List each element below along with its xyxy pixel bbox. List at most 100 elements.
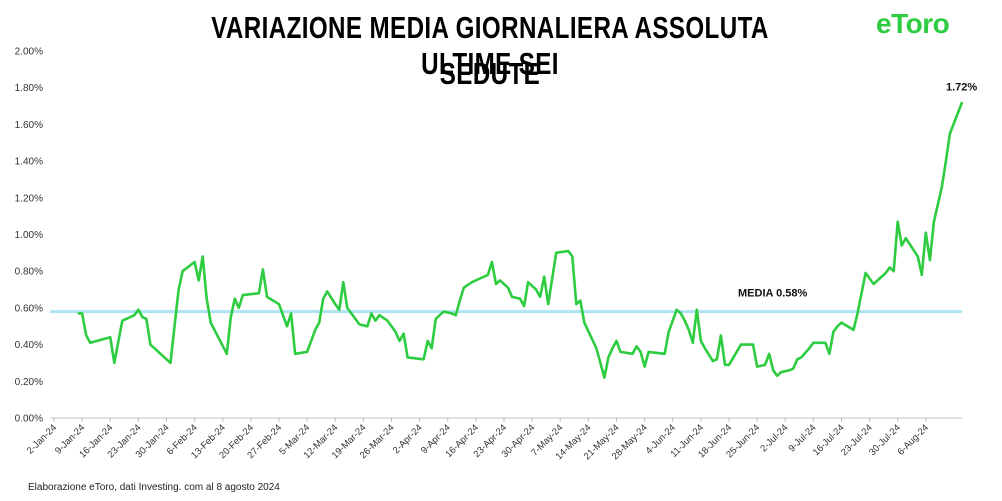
data-point — [487, 274, 489, 276]
data-point — [511, 296, 513, 298]
mean-label: MEDIA 0.58% — [738, 288, 808, 300]
data-point — [619, 351, 622, 353]
data-point — [266, 296, 268, 298]
data-point — [242, 294, 244, 296]
data-point — [430, 347, 433, 350]
data-point — [792, 367, 795, 370]
data-point — [209, 321, 212, 324]
data-point — [808, 347, 811, 350]
data-point — [905, 237, 907, 239]
data-point — [917, 255, 919, 258]
data-point — [864, 272, 867, 274]
data-point — [667, 331, 670, 333]
data-point — [205, 297, 208, 300]
data-point — [535, 288, 537, 291]
y-tick-label: 2.00% — [15, 47, 43, 58]
data-point — [451, 312, 453, 315]
etoro-logo: eToro — [876, 8, 950, 39]
data-point — [579, 299, 582, 302]
data-point — [81, 312, 83, 315]
data-point — [547, 303, 549, 306]
data-point — [258, 292, 260, 295]
y-tick-label: 0.80% — [15, 267, 43, 278]
data-point — [852, 329, 855, 331]
data-point — [230, 316, 232, 318]
data-point — [933, 220, 935, 223]
end-value-label: 1.72% — [946, 81, 977, 93]
data-point — [406, 356, 409, 359]
data-point — [828, 353, 831, 355]
data-point — [796, 358, 799, 361]
data-point — [366, 325, 369, 328]
data-point — [77, 312, 79, 315]
chart-title-line2: SEDUTE — [439, 56, 541, 91]
data-point — [326, 290, 329, 293]
data-point — [756, 365, 758, 368]
chart-title: VARIAZIONE MEDIA GIORNALIERA ASSOLUTA UL… — [211, 10, 769, 81]
data-point — [459, 299, 461, 302]
data-point — [776, 375, 778, 377]
data-point — [422, 358, 425, 361]
data-point — [800, 356, 803, 359]
data-point — [499, 279, 501, 282]
data-point — [145, 318, 148, 320]
data-point — [571, 255, 574, 258]
data-point — [338, 308, 341, 311]
data-point — [704, 347, 706, 350]
data-point — [358, 323, 361, 326]
data-point — [378, 314, 381, 317]
data-point — [764, 364, 766, 366]
data-point — [523, 305, 525, 307]
data-point — [322, 297, 325, 300]
data-point — [201, 255, 204, 258]
data-point — [133, 314, 136, 317]
data-point — [635, 345, 638, 348]
data-point — [647, 351, 650, 353]
x-axis-labels: 2-Jan-249-Jan-2416-Jan-2423-Jan-2430-Jan… — [25, 418, 931, 462]
data-point — [543, 275, 545, 278]
data-point — [780, 371, 782, 373]
data-point — [290, 312, 292, 315]
data-point — [539, 296, 541, 298]
data-point — [567, 250, 570, 252]
data-point — [945, 160, 947, 162]
x-tick-label: 2-Jan-24 — [25, 422, 59, 456]
data-point — [334, 303, 337, 306]
data-point — [772, 369, 774, 372]
data-point — [788, 369, 790, 372]
data-point — [426, 340, 429, 342]
data-point — [595, 347, 598, 350]
data-point — [688, 329, 690, 331]
data-point — [639, 351, 642, 353]
data-point — [724, 364, 726, 366]
data-points — [77, 101, 963, 379]
data-point — [314, 329, 317, 331]
data-point — [607, 356, 610, 359]
y-tick-label: 0.40% — [15, 340, 43, 351]
data-point — [740, 343, 742, 346]
data-point — [555, 252, 557, 254]
x-tick-label: 2-Jul-24 — [758, 422, 790, 454]
data-point — [141, 316, 144, 318]
data-point — [394, 331, 397, 333]
data-point — [575, 303, 578, 306]
data-point — [479, 277, 481, 280]
data-point — [856, 312, 859, 315]
data-point — [700, 340, 702, 342]
data-point — [463, 286, 465, 289]
data-point — [872, 283, 875, 285]
data-point — [173, 325, 176, 328]
series-line — [78, 101, 964, 379]
data-point — [495, 283, 497, 285]
data-point — [836, 325, 839, 328]
data-point — [181, 270, 184, 273]
data-point — [238, 307, 240, 309]
data-point — [455, 314, 457, 317]
data-point — [370, 312, 373, 315]
data-point — [398, 340, 401, 342]
data-point — [611, 347, 614, 350]
data-point — [286, 325, 288, 328]
data-point — [89, 342, 91, 344]
data-point — [896, 220, 899, 223]
data-point — [949, 132, 951, 135]
